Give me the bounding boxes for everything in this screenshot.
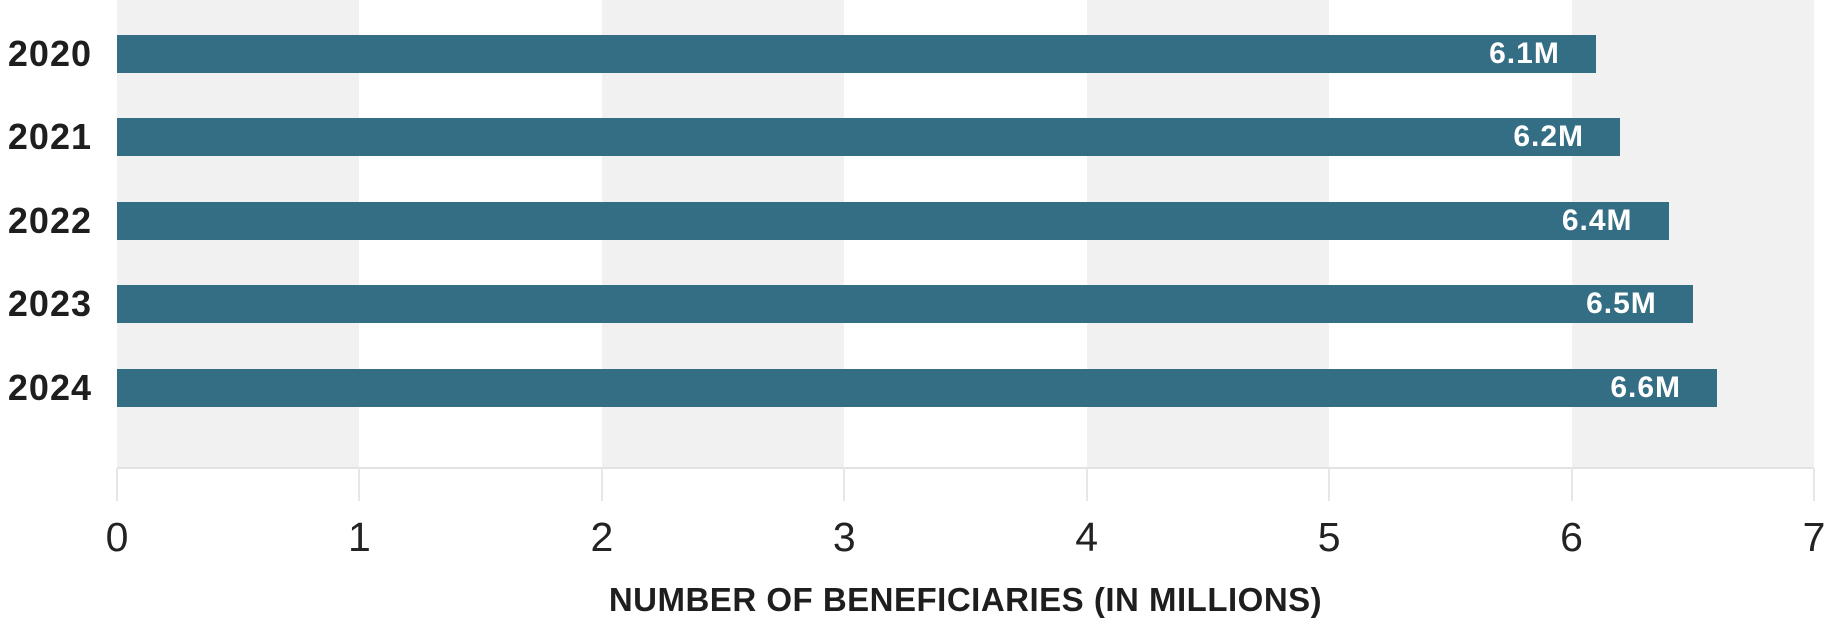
- category-label-2021: 2021: [7, 116, 92, 158]
- tick-label-2: 2: [590, 514, 614, 560]
- x-axis-line: [117, 467, 1814, 469]
- tick-mark-3: [843, 468, 846, 501]
- bar-2020: 6.1M: [117, 35, 1596, 73]
- tick-label-5: 5: [1317, 514, 1341, 560]
- tick-label-7: 7: [1802, 514, 1826, 560]
- tick-mark-5: [1328, 468, 1331, 501]
- tick-mark-7: [1813, 468, 1815, 501]
- tick-mark-1: [358, 468, 361, 501]
- bar-2024: 6.6M: [117, 368, 1718, 407]
- tick-label-3: 3: [832, 514, 856, 560]
- tick-label-6: 6: [1560, 514, 1583, 560]
- category-label-2024: 2024: [7, 366, 92, 408]
- bar-value-label: 6.1M: [1489, 37, 1560, 70]
- category-label-2020: 2020: [7, 33, 92, 74]
- tick-mark-4: [1085, 468, 1088, 501]
- plot-area: 6.1M 6.2M 6.4M 6.5M 6.6M: [117, 0, 1814, 467]
- tick-mark-2: [600, 468, 603, 501]
- bar-value-label: 6.4M: [1561, 203, 1633, 237]
- category-label-2022: 2022: [7, 199, 92, 241]
- category-label-2023: 2023: [7, 283, 92, 325]
- tick-label-4: 4: [1075, 514, 1099, 560]
- x-axis-title: NUMBER OF BENEFICIARIES (IN MILLIONS): [608, 581, 1323, 618]
- tick-label-1: 1: [348, 514, 371, 560]
- bar-value-label: 6.5M: [1586, 287, 1657, 321]
- bar-2023: 6.5M: [117, 285, 1693, 324]
- tick-mark-6: [1570, 468, 1573, 501]
- bar-value-label: 6.6M: [1610, 370, 1682, 404]
- bar-2022: 6.4M: [117, 201, 1669, 240]
- tick-label-0: 0: [105, 514, 129, 560]
- bar-2021: 6.2M: [117, 118, 1621, 157]
- tick-mark-0: [116, 468, 118, 501]
- bar-value-label: 6.2M: [1513, 120, 1585, 154]
